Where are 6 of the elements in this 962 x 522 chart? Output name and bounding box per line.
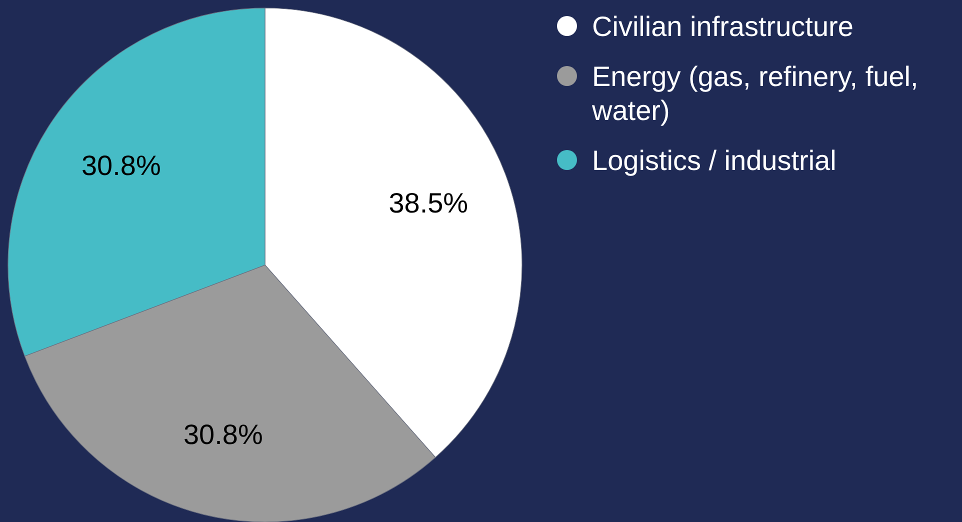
data-label: 30.8% [183,419,263,450]
data-label: 30.8% [81,150,161,182]
legend-label: Logistics / industrial [592,144,836,176]
legend-label: Energy (gas, refinery, fuel, water) [591,60,918,126]
data-label: 38.5% [388,188,468,219]
legend-label: Civilian infrastructure [592,10,854,42]
